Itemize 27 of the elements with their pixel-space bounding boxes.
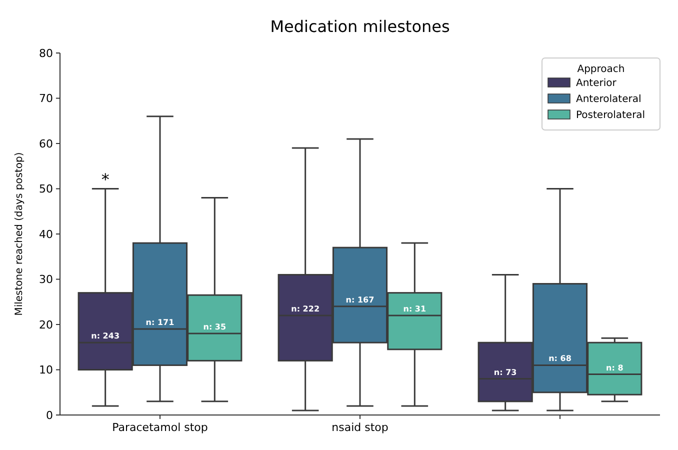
y-tick-label: 30 — [39, 273, 53, 286]
y-tick-label: 60 — [39, 137, 53, 150]
legend-title: Approach — [577, 64, 625, 75]
legend-label: Posterolateral — [576, 110, 646, 121]
y-tick-label: 20 — [39, 318, 53, 332]
text: n: 68 — [548, 354, 572, 364]
y-tick-label: 40 — [39, 228, 53, 241]
y-tick-label: 0 — [46, 408, 53, 422]
y-tick-label: 80 — [39, 46, 53, 60]
text: n: 167 — [346, 295, 374, 304]
y-tick-label: 50 — [39, 182, 53, 196]
text: n: 73 — [494, 368, 517, 377]
text: n: 222 — [291, 304, 320, 314]
text: n: 171 — [146, 318, 174, 328]
y-axis-title: Milestone reached (days postop) — [14, 152, 25, 316]
chart-title: Medication milestones — [270, 17, 450, 36]
y-tick-label: 10 — [39, 364, 53, 377]
legend-label: Anterior — [576, 78, 618, 89]
legend-label: Anterolateral — [576, 94, 642, 105]
annotation: * — [101, 170, 110, 189]
x-tick-label: Paracetamol stop — [112, 421, 208, 434]
text: n: 35 — [203, 322, 226, 332]
x-tick-label: nsaid stop — [332, 421, 388, 434]
text: n: 243 — [91, 332, 120, 341]
text: n: 8 — [606, 363, 624, 372]
y-tick-label: 70 — [39, 92, 53, 106]
text: n: 31 — [403, 304, 426, 314]
